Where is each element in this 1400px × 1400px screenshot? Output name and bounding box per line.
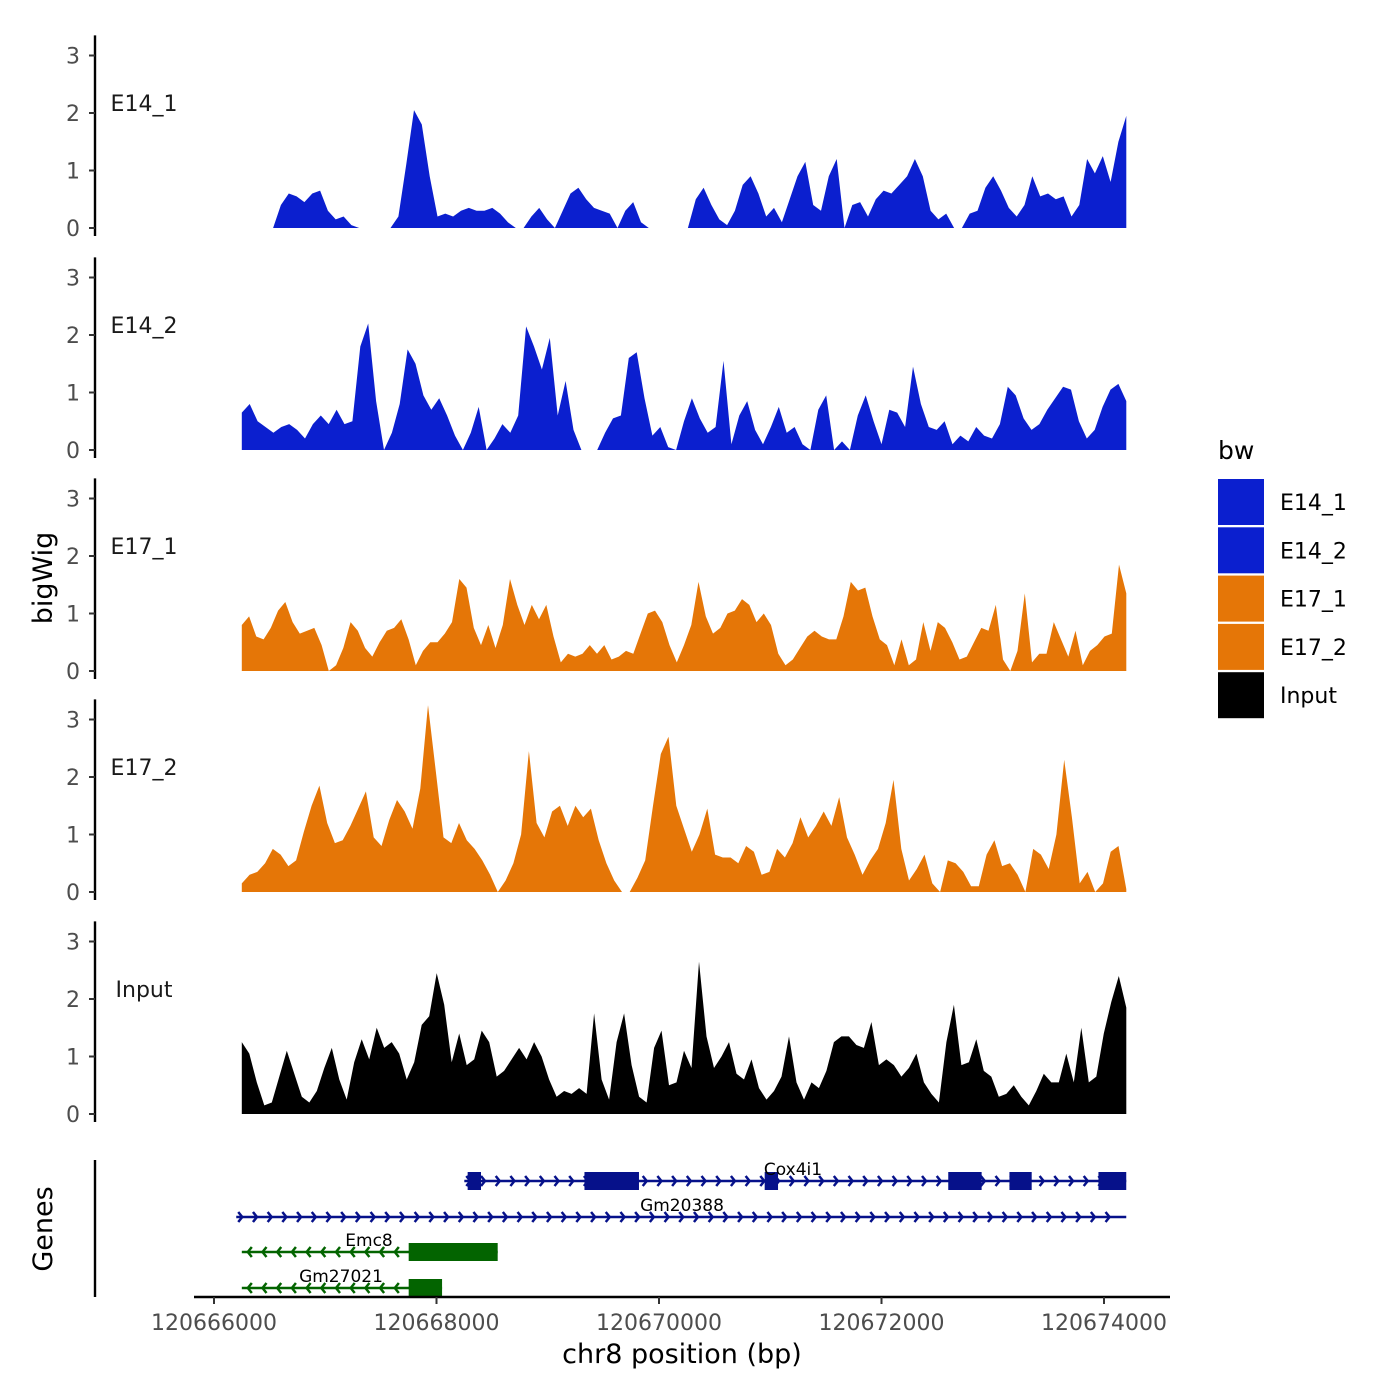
y-tick-label: 2 (66, 766, 80, 791)
legend-label-E17_1: E17_1 (1280, 588, 1347, 613)
x-tick-label: 120674000 (1041, 1311, 1167, 1336)
track-E17_2: 0 1 2 3 E17_2 (66, 699, 1127, 906)
legend-label-E17_2: E17_2 (1280, 636, 1347, 661)
track-E14_1: 0 1 2 3 E14_1 (66, 35, 1127, 242)
y-tick-label: 2 (66, 324, 80, 349)
legend-label-E14_1: E14_1 (1280, 491, 1347, 516)
y-tick-label: 0 (66, 439, 80, 464)
track-label: E17_2 (111, 756, 178, 781)
legend-swatch-E14_1 (1218, 479, 1264, 525)
y-tick-label: 1 (66, 603, 80, 628)
coverage-area-E14_2 (241, 323, 1127, 450)
coverage-area-E14_1 (241, 110, 1127, 228)
x-axis: 120666000 120668000 120670000 120672000 1206… (151, 1295, 1170, 1336)
gene-exon (764, 1172, 779, 1190)
gene-label: Cox4i1 (764, 1160, 822, 1180)
legend-swatch-E14_2 (1218, 527, 1264, 574)
track-label: E14_1 (111, 92, 178, 117)
y-tick-label: 1 (66, 160, 80, 185)
y-tick-label: 3 (66, 488, 80, 513)
y-tick-label: 2 (66, 545, 80, 570)
bigwig-panels: 0 1 2 3 E14_1 0 1 2 3 E14_2 0 1 2 3 E17_1 0 1 2 3 E17_2 0 1 2 3… (66, 35, 1127, 1128)
x-tick-label: 120668000 (374, 1311, 500, 1336)
y-tick-label: 1 (66, 382, 80, 407)
gene-exon (408, 1243, 498, 1261)
y-tick-label: 1 (66, 824, 80, 849)
legend-title: bw (1218, 436, 1254, 465)
y-tick-label: 3 (66, 931, 80, 956)
gene-label: Emc8 (345, 1231, 392, 1251)
gene-Cox4i1: Cox4i1 (464, 1160, 1127, 1190)
x-axis-label: chr8 position (bp) (562, 1339, 802, 1370)
y-tick-label: 0 (66, 881, 80, 906)
bigwig-axis-label: bigWig (28, 532, 59, 625)
track-E14_2: 0 1 2 3 E14_2 (66, 257, 1127, 464)
genes-axis-label: Genes (28, 1186, 59, 1271)
y-tick-label: 0 (66, 660, 80, 685)
gene-label: Gm27021 (299, 1267, 383, 1287)
y-tick-label: 2 (66, 102, 80, 127)
track-Input: 0 1 2 3 Input (66, 921, 1127, 1128)
gene-Gm20388: Gm20388 (236, 1196, 1127, 1223)
gene-Emc8: Emc8 (241, 1231, 498, 1261)
gene-exon (1098, 1172, 1127, 1190)
track-label: Input (116, 978, 173, 1003)
legend-swatch-E17_1 (1218, 575, 1264, 622)
gene-exon (948, 1172, 982, 1190)
legend-swatch-Input (1218, 672, 1264, 719)
track-label: E14_2 (111, 314, 178, 339)
legend: bw E14_1 E14_2 E17_1 E17_2 Input (1218, 436, 1347, 719)
coverage-area-E17_1 (241, 564, 1127, 671)
y-tick-label: 0 (66, 1103, 80, 1128)
y-tick-label: 2 (66, 988, 80, 1013)
gene-panel: Cox4i1 Gm20388 Emc8 Gm27021 (93, 1160, 1127, 1297)
y-tick-label: 3 (66, 709, 80, 734)
legend-swatch-E17_2 (1218, 623, 1264, 670)
legend-label-Input: Input (1280, 684, 1337, 709)
y-tick-label: 1 (66, 1046, 80, 1071)
strand-arrow-chevrons (237, 1211, 1112, 1223)
gene-label: Gm20388 (640, 1196, 724, 1216)
gene-exon (467, 1172, 481, 1190)
x-tick-label: 120670000 (596, 1311, 722, 1336)
gene-exon (584, 1172, 639, 1190)
track-E17_1: 0 1 2 3 E17_1 (66, 478, 1127, 685)
gene-exon (408, 1279, 443, 1297)
coverage-area-E17_2 (241, 705, 1127, 892)
x-tick-label: 120666000 (151, 1311, 277, 1336)
y-tick-label: 0 (66, 217, 80, 242)
gene-Gm27021: Gm27021 (241, 1267, 443, 1297)
x-tick-label: 120672000 (819, 1311, 945, 1336)
gene-exon (1009, 1172, 1032, 1190)
y-tick-label: 3 (66, 45, 80, 70)
legend-label-E14_2: E14_2 (1280, 539, 1347, 564)
track-label: E17_1 (111, 535, 178, 560)
coverage-area-Input (241, 961, 1127, 1114)
y-tick-label: 3 (66, 267, 80, 292)
